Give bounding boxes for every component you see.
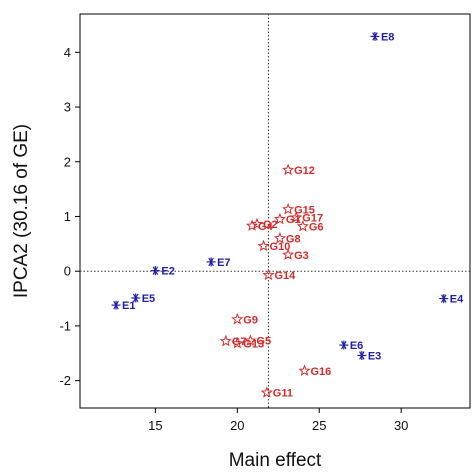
asterisk-marker <box>439 294 449 304</box>
point-label: G4 <box>258 221 274 233</box>
y-axis-title: IPCA2 (30.16 of GE) <box>11 124 32 298</box>
plot-frame <box>79 13 471 409</box>
point-label: E3 <box>368 350 381 362</box>
point-label: G17 <box>302 213 323 225</box>
point-label: E8 <box>381 31 394 43</box>
star-marker <box>273 212 286 225</box>
x-tick-label: 30 <box>394 418 408 433</box>
x-tick-label: 25 <box>312 418 326 433</box>
y-tick-label: 3 <box>64 100 71 115</box>
star-marker <box>231 313 244 325</box>
star-marker <box>231 337 244 349</box>
point-label: G10 <box>270 241 291 253</box>
data-points: E1E2E3E4E5E6E7E8G1G2G3G4G5G6G7G8G9G10G11… <box>111 31 464 400</box>
x-tick-label: 15 <box>148 418 162 433</box>
point-label: G11 <box>273 388 293 400</box>
asterisk-marker <box>150 266 160 276</box>
y-tick-label: 0 <box>64 264 71 279</box>
star-marker <box>298 364 311 376</box>
y-tick-label: -2 <box>59 373 71 388</box>
star-marker <box>282 248 295 260</box>
star-marker <box>290 211 303 223</box>
point-label: G14 <box>274 270 296 282</box>
star-marker <box>282 163 295 176</box>
star-marker <box>250 217 264 230</box>
point-label: G3 <box>294 250 309 262</box>
point-label: G2 <box>263 219 278 231</box>
point-label: G5 <box>256 336 271 348</box>
star-marker <box>257 239 270 252</box>
y-tick-label: 1 <box>64 209 71 224</box>
asterisk-marker <box>206 257 216 267</box>
point-label: G12 <box>294 165 315 177</box>
star-marker <box>244 334 257 346</box>
star-marker <box>260 386 273 398</box>
point-label: E2 <box>161 266 174 278</box>
star-marker <box>282 203 295 215</box>
star-marker <box>246 219 259 231</box>
point-label: G7 <box>232 336 247 348</box>
star-marker <box>219 334 232 347</box>
star-marker <box>262 268 275 281</box>
point-label: E4 <box>450 294 464 306</box>
y-tick-label: 2 <box>64 154 71 169</box>
point-label: G13 <box>243 338 264 350</box>
point-label: E6 <box>350 340 363 352</box>
reference-lines <box>80 14 470 408</box>
star-marker <box>273 232 286 244</box>
point-label: E5 <box>142 293 155 305</box>
point-label: G15 <box>294 204 315 216</box>
y-tick-label: -1 <box>59 318 71 333</box>
plot-area <box>79 13 471 409</box>
x-axis: 15 20 25 30 <box>148 408 408 433</box>
x-axis-title: Main effect <box>229 450 322 471</box>
point-label: E1 <box>122 300 135 312</box>
point-label: E7 <box>217 257 230 269</box>
x-tick-label: 20 <box>230 418 244 433</box>
y-axis: -2 -1 0 1 2 3 4 <box>59 45 80 388</box>
point-label: G8 <box>286 233 301 245</box>
star-marker <box>296 219 309 232</box>
point-label: G9 <box>243 314 258 326</box>
asterisk-marker <box>111 300 121 310</box>
point-label: G6 <box>309 221 324 233</box>
asterisk-marker <box>339 340 349 350</box>
asterisk-marker <box>131 293 141 303</box>
point-label: G16 <box>310 366 331 378</box>
y-tick-label: 4 <box>64 45 71 60</box>
asterisk-marker <box>370 31 380 41</box>
asterisk-marker <box>357 350 367 360</box>
